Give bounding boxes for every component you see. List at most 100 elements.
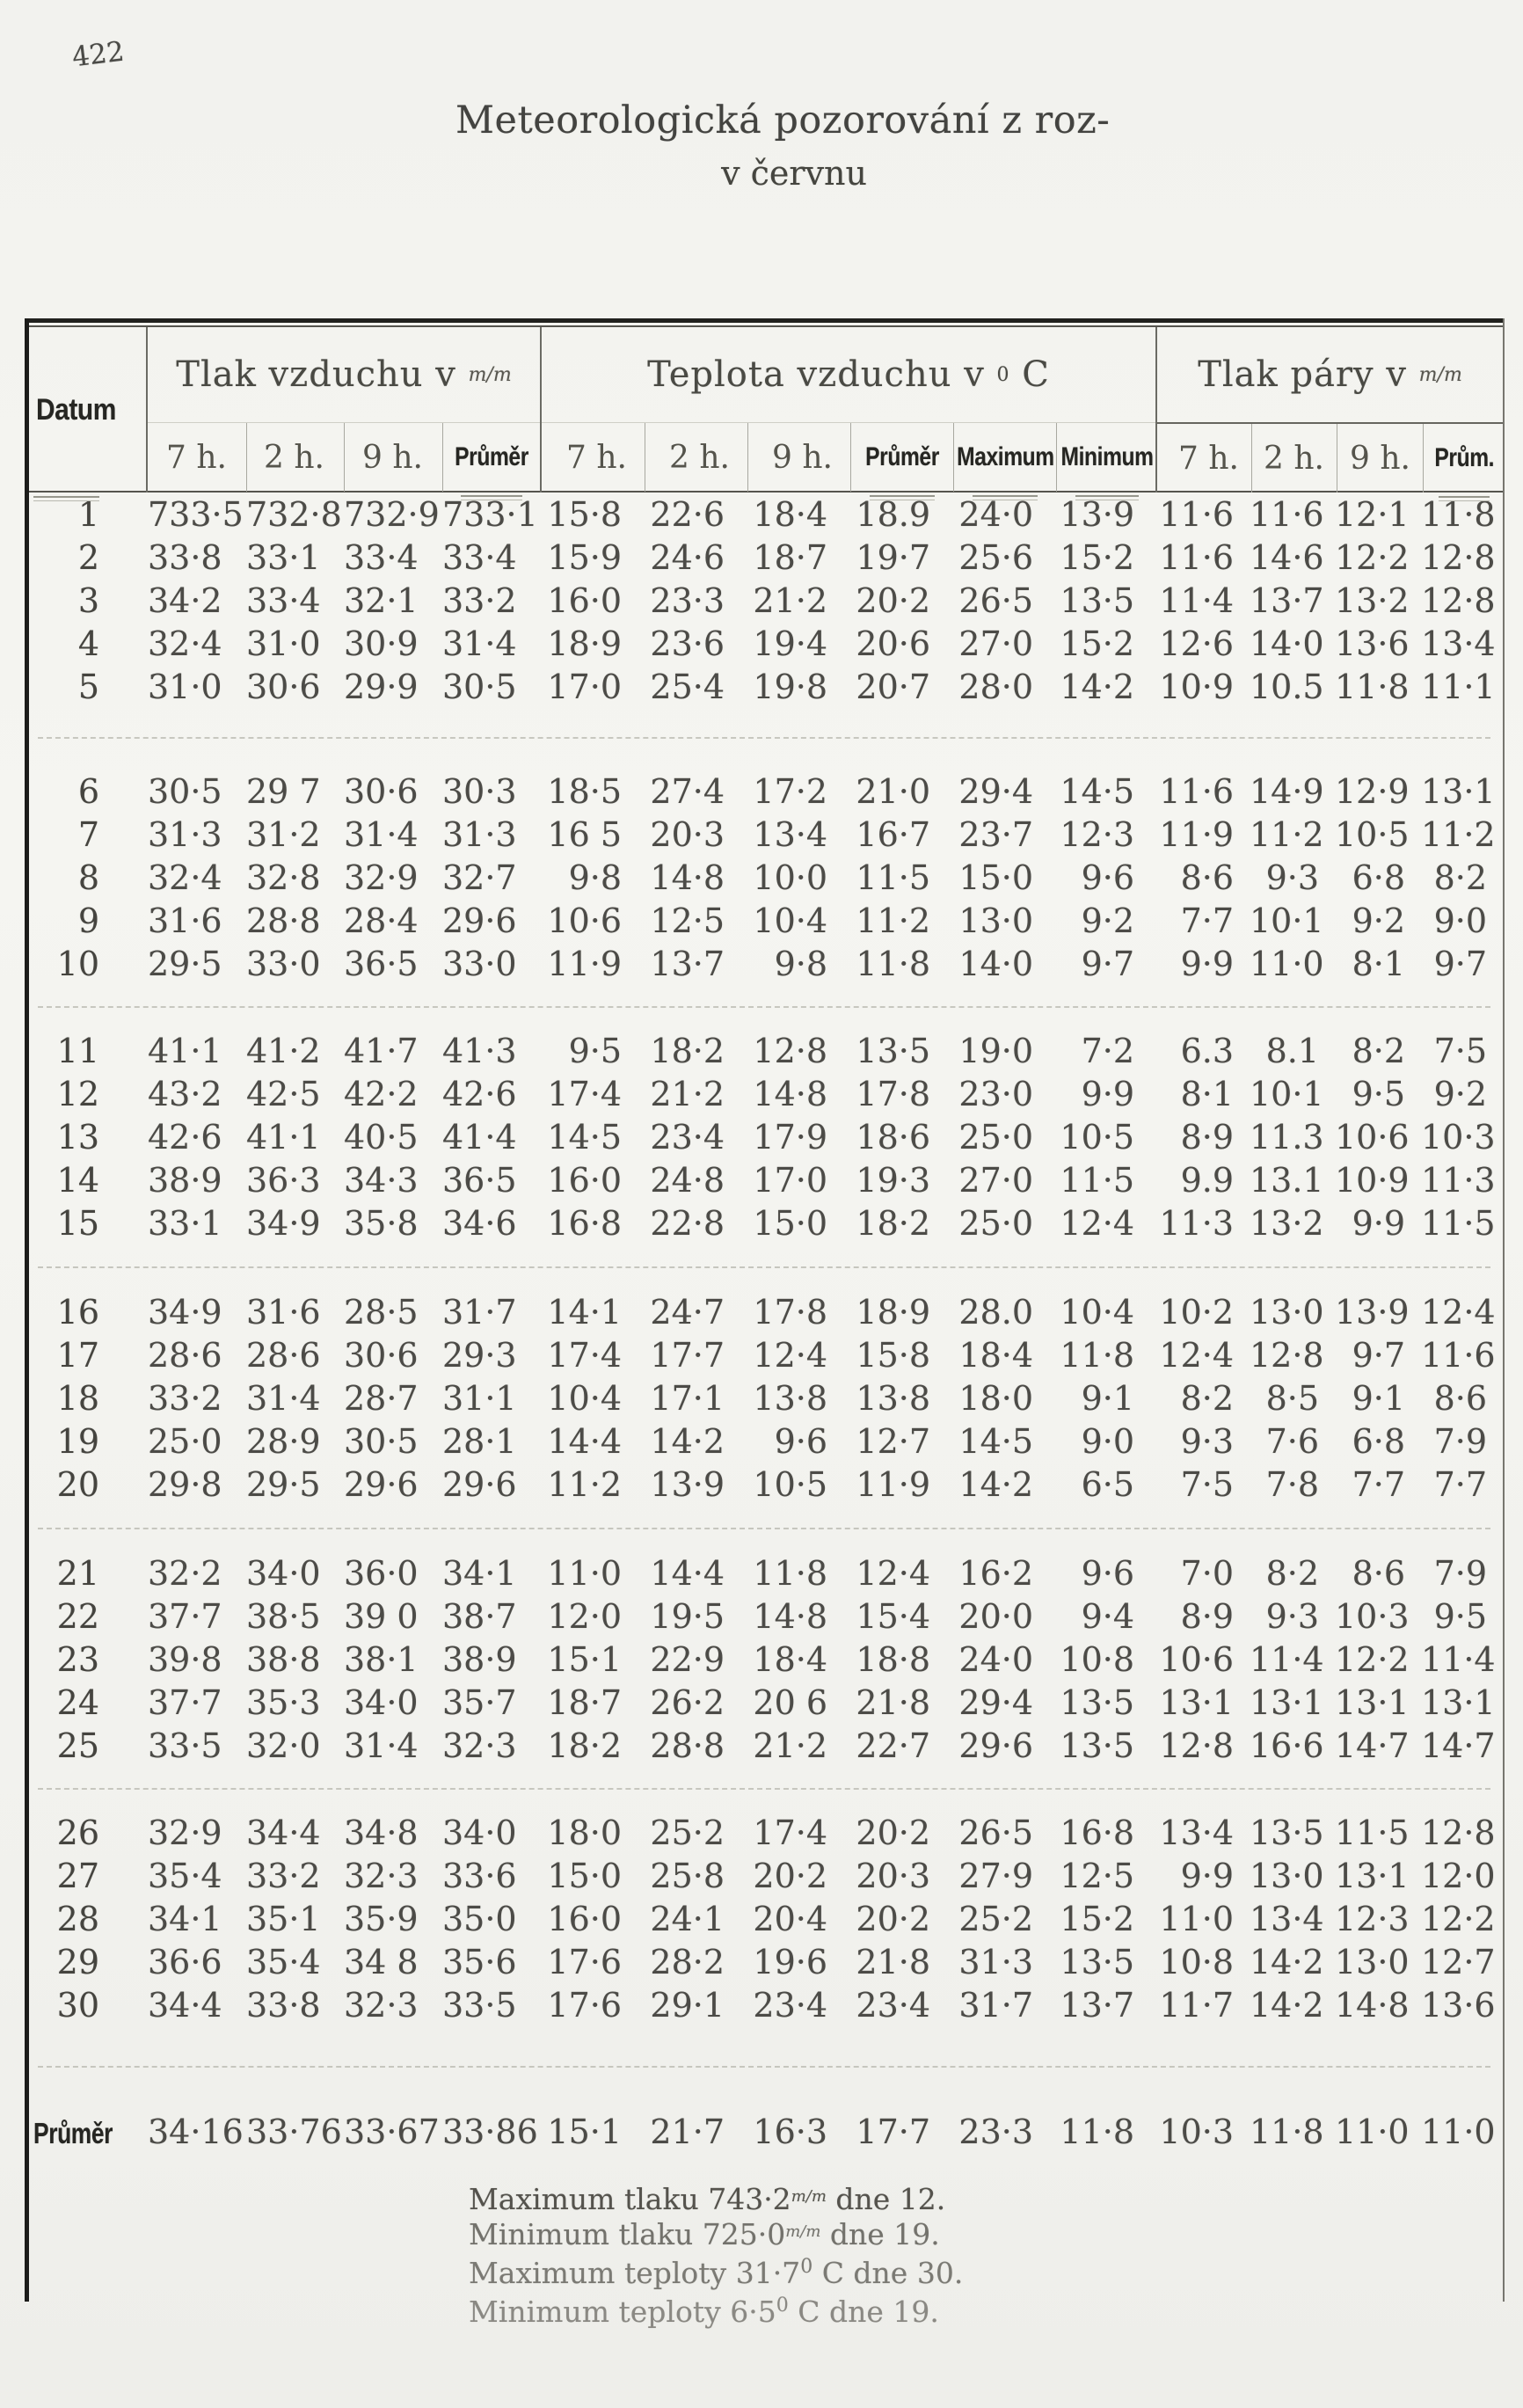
- value-cell: 7·8: [1265, 1465, 1319, 1504]
- value-cell: 13·5: [1060, 581, 1134, 620]
- value-cell: 32·3: [344, 1986, 419, 2025]
- pressure-group-title: Tlak vzduchu v m/m: [148, 327, 540, 422]
- value-cell: 12·7: [1421, 1943, 1496, 1981]
- summary-value-cell: 33·86: [442, 2112, 538, 2151]
- table-row: 5 31·0 30·6 29·9 30·5 17·0 25·4 19·8 20·7 28·0 14·…: [29, 666, 1503, 709]
- value-cell: 40·5: [344, 1118, 419, 1157]
- value-cell: 8·6: [1352, 1554, 1405, 1593]
- value-cell: 32·9: [148, 1813, 222, 1852]
- value-cell: 13·7: [1250, 581, 1324, 620]
- value-cell: 12·4: [753, 1336, 827, 1375]
- value-cell: 16·8: [1060, 1813, 1134, 1852]
- summary-value-cell: 11·8: [1250, 2112, 1324, 2151]
- value-cell: 18·0: [958, 1379, 1033, 1418]
- value-cell: 28·5: [344, 1293, 419, 1332]
- value-cell: 33·4: [246, 581, 321, 620]
- value-cell: 27·0: [958, 1161, 1033, 1200]
- value-cell: 15·0: [547, 1857, 622, 1895]
- value-cell: 733·1: [442, 495, 538, 534]
- value-cell: 41·4: [442, 1118, 517, 1157]
- date-cell: 17: [56, 1336, 99, 1375]
- value-cell: 16·8: [547, 1204, 622, 1243]
- value-cell: 13·2: [1335, 581, 1410, 620]
- value-cell: 28·6: [148, 1336, 222, 1375]
- observations-table: Datum Tlak vzduchu v m/m 7 h. 2 h. 9 h. …: [25, 318, 1505, 2328]
- value-cell: 12·1: [1335, 495, 1410, 534]
- value-cell: 7·5: [1433, 1032, 1487, 1070]
- value-cell: 32·8: [246, 858, 321, 897]
- value-cell: 14·9: [1250, 772, 1324, 811]
- value-cell: 11·4: [1421, 1640, 1496, 1679]
- value-cell: 36·0: [344, 1554, 419, 1593]
- value-cell: 11·6: [1421, 1336, 1496, 1375]
- value-cell: 28·8: [246, 901, 321, 940]
- value-cell: 10·6: [1335, 1118, 1410, 1157]
- value-cell: 28·9: [246, 1422, 321, 1461]
- value-cell: 34 8: [344, 1943, 419, 1981]
- value-cell: 8·1: [1180, 1075, 1234, 1113]
- value-cell: 32·7: [442, 858, 517, 897]
- value-cell: 12·2: [1421, 1900, 1496, 1938]
- value-cell: 9·9: [1180, 945, 1234, 983]
- value-cell: 7·9: [1433, 1422, 1487, 1461]
- col-header-pressure-9h: 9 h.: [344, 423, 442, 492]
- group-separator: [29, 1245, 1503, 1291]
- value-cell: 9·6: [1081, 858, 1134, 897]
- value-cell: 28·2: [650, 1943, 725, 1981]
- value-cell: 27·0: [958, 624, 1033, 663]
- value-cell: 7·2: [1081, 1032, 1134, 1070]
- value-cell: 33·2: [246, 1857, 321, 1895]
- value-cell: 11·8: [1060, 1336, 1134, 1375]
- value-cell: 42·6: [442, 1075, 517, 1113]
- value-cell: 18·7: [547, 1683, 622, 1722]
- value-cell: 11·9: [856, 1465, 930, 1504]
- value-cell: 18·0: [547, 1813, 622, 1852]
- value-cell: 19·4: [753, 624, 827, 663]
- value-cell: 10·8: [1159, 1943, 1234, 1981]
- value-cell: 8·5: [1265, 1379, 1319, 1418]
- value-cell: 13·0: [1250, 1857, 1324, 1895]
- vapor-group-title: Tlak páry v m/m: [1157, 327, 1503, 422]
- value-cell: 25·0: [148, 1422, 222, 1461]
- table-row: 21 32·2 34·0 36·0 34·1 11·0 14·4 11·8 12·4 16·2 9·…: [29, 1552, 1503, 1595]
- value-cell: 10·5: [753, 1465, 827, 1504]
- table-row: 15 33·1 34·9 35·8 34·6 16·8 22·8 15·0 18·2 25·0 12…: [29, 1202, 1503, 1245]
- value-cell: 31·4: [442, 624, 517, 663]
- value-cell: 13·5: [1060, 1683, 1134, 1722]
- value-cell: 26·2: [650, 1683, 725, 1722]
- value-cell: 17·8: [856, 1075, 930, 1113]
- value-cell: 18·9: [856, 1293, 930, 1332]
- value-cell: 17·8: [753, 1293, 827, 1332]
- value-cell: 9·6: [774, 1422, 827, 1461]
- date-cell: 1: [77, 495, 99, 534]
- value-cell: 7·9: [1433, 1554, 1487, 1593]
- value-cell: 12·8: [1421, 581, 1496, 620]
- value-cell: 33·4: [442, 538, 517, 577]
- value-cell: 29·6: [344, 1465, 419, 1504]
- value-cell: 17·6: [547, 1943, 622, 1981]
- date-cell: 18: [56, 1379, 99, 1418]
- col-header-vapor-avg: Prům.: [1423, 424, 1505, 501]
- date-cell: 22: [56, 1597, 99, 1636]
- value-cell: 11.3: [1250, 1118, 1324, 1157]
- value-cell: 32·1: [344, 581, 419, 620]
- date-cell: 13: [56, 1118, 99, 1157]
- value-cell: 29 7: [246, 772, 321, 811]
- value-cell: 31·3: [442, 815, 517, 854]
- value-cell: 11·6: [1159, 538, 1234, 577]
- value-cell: 32·4: [148, 858, 222, 897]
- value-cell: 34·9: [148, 1293, 222, 1332]
- value-cell: 17·4: [753, 1813, 827, 1852]
- col-header-pressure-avg: Průměr: [442, 423, 540, 500]
- value-cell: 34·4: [148, 1986, 222, 2025]
- value-cell: 12·4: [1159, 1336, 1234, 1375]
- value-cell: 13·2: [1250, 1204, 1324, 1243]
- col-header-vapor-7h: 7 h.: [1178, 440, 1239, 477]
- value-cell: 25·6: [958, 538, 1033, 577]
- value-cell: 41·3: [442, 1032, 517, 1070]
- value-cell: 28.0: [958, 1293, 1033, 1332]
- value-cell: 11·6: [1159, 772, 1234, 811]
- value-cell: 27·4: [650, 772, 725, 811]
- value-cell: 11·4: [1159, 581, 1234, 620]
- value-cell: 36·3: [246, 1161, 321, 1200]
